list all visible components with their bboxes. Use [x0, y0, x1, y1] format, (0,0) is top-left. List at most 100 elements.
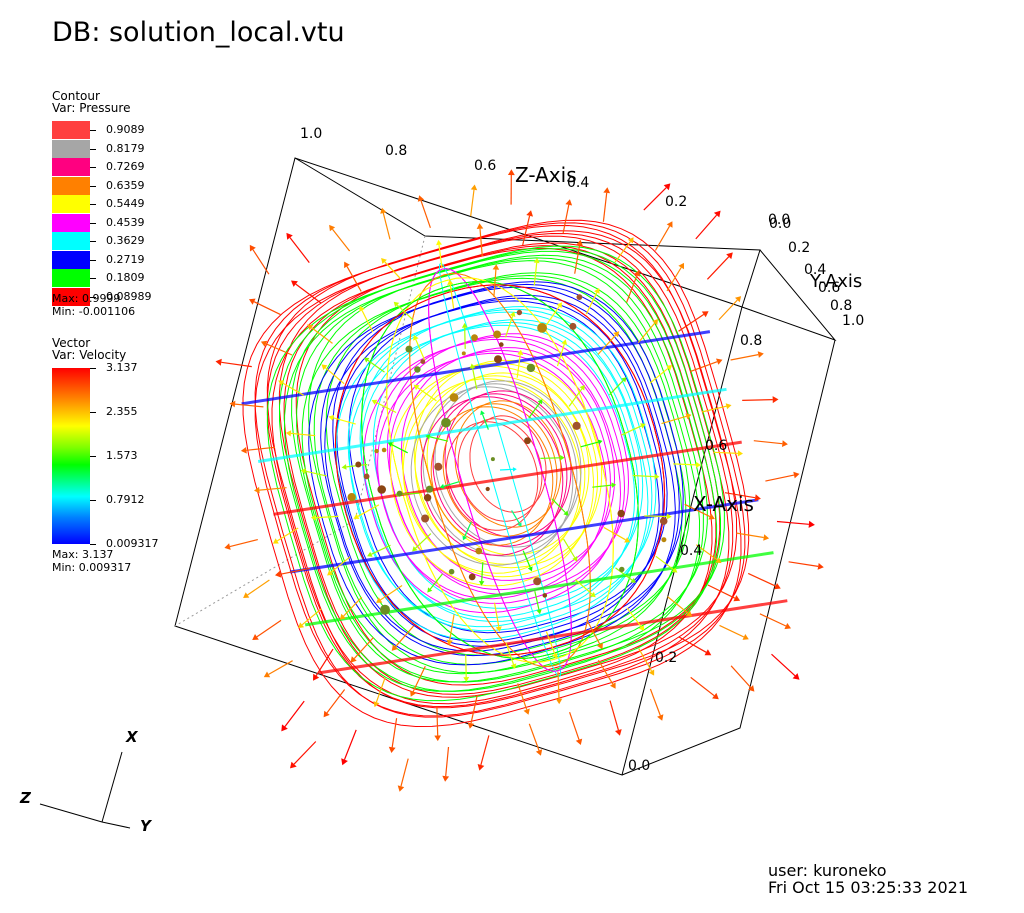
- velocity-arrow: [417, 387, 437, 402]
- contour-line: [296, 257, 704, 683]
- velocity-arrow: [400, 758, 409, 787]
- velocity-arrow: [562, 204, 570, 234]
- z-tick-label: 0.0: [768, 212, 790, 228]
- velocity-arrow: [551, 498, 566, 513]
- velocity-arrow: [481, 414, 489, 430]
- velocity-arrow: [384, 261, 403, 281]
- velocity-arrow: [375, 401, 397, 414]
- velocity-arrowhead: [735, 296, 742, 303]
- velocity-arrow: [654, 225, 671, 251]
- velocity-arrowhead: [613, 331, 620, 338]
- contour-line: [266, 232, 734, 708]
- contour-line: [325, 272, 691, 656]
- vector-glyph: [381, 447, 387, 453]
- velocity-tick-label: 0.7912: [106, 493, 145, 506]
- x-tick-label: 0.2: [655, 650, 677, 666]
- contour-line: [434, 380, 582, 548]
- velocity-arrowhead: [611, 482, 617, 488]
- velocity-arrowhead: [436, 239, 442, 246]
- velocity-arrow: [759, 613, 787, 627]
- velocity-arrow: [776, 520, 809, 525]
- contour-line: [413, 359, 603, 569]
- velocity-arrowhead: [633, 270, 641, 277]
- contour-swatch-tick: [90, 167, 96, 168]
- velocity-arrowhead: [341, 464, 347, 470]
- velocity-arrow: [325, 367, 345, 385]
- velocity-arrowhead: [638, 625, 645, 631]
- vector-glyph: [537, 323, 547, 333]
- velocity-arrowhead: [772, 396, 779, 404]
- velocity-arrow: [684, 503, 711, 518]
- velocity-arrow: [528, 402, 541, 419]
- vector-glyph: [377, 485, 387, 494]
- velocity-arrowhead: [243, 592, 250, 598]
- velocity-arrowhead: [663, 183, 671, 191]
- contour-line: [283, 245, 717, 695]
- velocity-arrow: [229, 539, 258, 548]
- velocity-arrow: [289, 237, 310, 263]
- velocity-arrowhead: [517, 349, 524, 356]
- vector-glyph: [619, 566, 625, 573]
- velocity-arrow: [719, 624, 745, 638]
- contour-line: [266, 219, 750, 709]
- velocity-arrow: [493, 269, 497, 297]
- velocity-arrowhead: [572, 556, 578, 562]
- velocity-arrowhead: [495, 626, 502, 632]
- contour-swatch-tick: [90, 130, 96, 131]
- velocity-arrowhead: [509, 311, 516, 317]
- velocity-arrowhead: [666, 513, 672, 520]
- velocity-arrow: [301, 608, 322, 626]
- velocity-arrow: [609, 379, 624, 396]
- vector-glyph: [355, 461, 362, 468]
- velocity-arrowhead: [652, 319, 659, 326]
- velocity-arrow: [534, 590, 540, 611]
- velocity-arrow: [375, 677, 386, 703]
- velocity-arrowhead: [757, 351, 764, 358]
- velocity-arrow: [436, 706, 439, 736]
- velocity-vectors: [215, 169, 824, 792]
- velocity-arrowhead: [560, 455, 565, 461]
- velocity-arrow: [259, 487, 287, 491]
- contour-meridian: [334, 284, 666, 656]
- velocity-arrow: [569, 712, 580, 740]
- y-tick-label: 0.6: [818, 280, 840, 296]
- velocity-arrowhead: [561, 339, 568, 345]
- velocity-arrowhead: [774, 583, 781, 590]
- contour-swatch-tick: [90, 148, 96, 150]
- vector-max: Max: 3.137: [52, 548, 114, 561]
- velocity-arrowhead: [254, 486, 260, 494]
- contour-legend-var: Var: Pressure: [52, 101, 131, 115]
- velocity-arrowhead: [565, 199, 573, 206]
- vector-glyph: [420, 359, 426, 364]
- x-tick-label: 0.8: [740, 333, 762, 349]
- velocity-arrow: [602, 192, 608, 222]
- velocity-arrowhead: [249, 298, 256, 305]
- velocity-arrow: [438, 244, 443, 269]
- velocity-arrow: [673, 463, 697, 466]
- velocity-arrow: [246, 446, 276, 451]
- velocity-arrow: [574, 579, 593, 595]
- velocity-arrow: [234, 403, 264, 408]
- velocity-arrow: [533, 262, 538, 286]
- velocity-arrowhead: [654, 473, 660, 480]
- velocity-arrow: [253, 301, 281, 316]
- velocity-arrowhead: [373, 701, 380, 708]
- vector-glyph: [396, 490, 403, 497]
- contour-line: [254, 235, 730, 717]
- contour-line: [348, 324, 636, 628]
- velocity-arrow: [346, 266, 362, 292]
- contour-level-label: 0.4539: [106, 215, 145, 229]
- vector-glyph: [542, 593, 548, 598]
- velocity-arrow: [742, 399, 773, 401]
- velocity-arrowhead: [397, 785, 405, 792]
- velocity-arrow: [470, 694, 478, 724]
- plot-title: DB: solution_local.vtu: [52, 17, 345, 48]
- y-axis-title: Y-Axis: [809, 271, 862, 292]
- velocity-arrow: [689, 361, 718, 373]
- velocity-arrow: [290, 432, 316, 437]
- contour-band: [241, 330, 711, 406]
- velocity-arrow: [276, 527, 299, 542]
- velocity-arrowhead: [461, 322, 468, 328]
- velocity-arrow: [280, 567, 310, 575]
